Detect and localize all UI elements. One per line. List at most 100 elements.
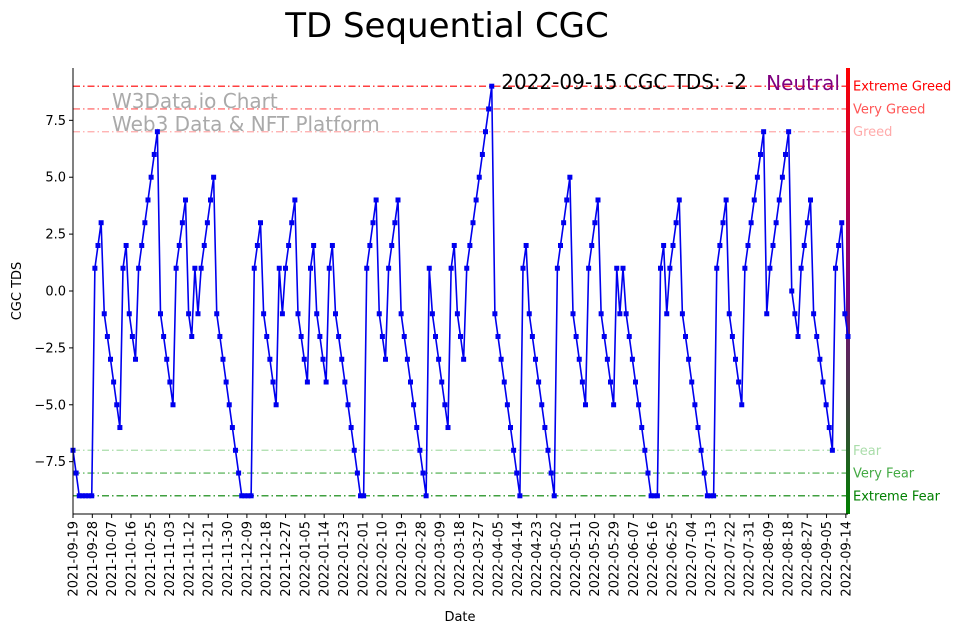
x-ticks: 2021-09-19 2021-09-28 2021-10-07 2021-10-16… [67,514,854,597]
x-tick-label: 2022-07-31 [743,521,758,597]
data-point [489,83,495,89]
x-tick-label: 2021-11-12 [182,521,197,597]
data-point [808,197,813,203]
data-point [201,242,207,248]
data-point [804,220,810,226]
x-tick-label: 2022-03-18 [453,521,468,597]
x-tick-label: 2021-11-21 [202,521,217,597]
data-point [176,242,182,248]
x-tick-label: 2022-09-05 [820,521,835,597]
data-point [623,311,629,317]
data-point [708,493,713,499]
data-point [389,242,395,248]
data-point [792,311,798,317]
data-point [567,174,573,180]
data-point [467,242,473,248]
data-point [761,129,767,135]
data-point [120,265,126,271]
data-point [736,379,742,385]
data-point [717,242,723,248]
data-point [114,402,120,408]
data-point [148,174,154,180]
y-tick-label: 2.5 [45,228,66,243]
data-point [208,197,213,203]
data-point [676,197,682,203]
data-point [401,334,407,340]
data-point [576,356,582,362]
data-point [117,425,123,431]
data-point [451,242,457,248]
x-tick-label: 2022-07-13 [704,521,719,597]
level-label-1: Very Greed [853,102,925,117]
data-point [189,334,195,340]
data-point [754,174,760,180]
x-tick-label: 2022-08-18 [781,521,796,597]
data-point [742,265,748,271]
x-tick-label: 2022-02-01 [356,521,371,597]
data-point [267,356,273,362]
data-point [136,265,142,271]
data-point [317,334,323,340]
data-point [426,265,432,271]
data-point [283,265,288,271]
x-tick-label: 2022-06-07 [627,521,642,597]
data-point [786,129,792,135]
data-point [386,265,392,271]
x-tick-label: 2022-07-22 [723,521,738,597]
data-point [608,379,613,385]
data-point [604,356,610,362]
data-point [92,265,98,271]
x-tick-label: 2022-01-14 [318,521,333,597]
data-point [558,242,563,248]
y-tick-label: 5.0 [45,171,66,186]
data-point [820,379,826,385]
data-point [545,447,551,453]
data-point [601,334,607,340]
x-tick-label: 2022-01-05 [298,521,313,597]
data-point [133,356,138,362]
data-point [89,493,95,499]
data-point [304,379,310,385]
data-point [129,334,135,340]
data-point [214,311,220,317]
x-tick-label: 2022-05-20 [588,521,603,597]
data-point [476,174,482,180]
data-point [814,334,820,340]
data-point [351,447,357,453]
data-point [464,265,470,271]
data-point [348,425,354,431]
sentiment-gradient-bar [846,68,850,514]
data-point [495,334,501,340]
data-point [95,242,101,248]
data-point [308,265,313,271]
annotation-status: Neutral [766,71,840,95]
x-tick-label: 2022-08-09 [762,521,777,597]
data-point [479,151,485,157]
x-tick-label: 2021-12-18 [260,521,275,597]
data-point [417,447,423,453]
data-point [486,106,492,112]
annotation: 2022-09-15 CGC TDS: -2 Neutral [501,70,840,95]
data-point [383,356,388,362]
data-point [73,470,79,476]
x-tick-label: 2022-01-23 [337,521,352,597]
data-point [498,356,504,362]
data-point [595,197,601,203]
data-point [733,356,738,362]
data-point [217,334,223,340]
data-point [711,493,717,499]
data-point [533,356,538,362]
data-point [517,493,523,499]
data-point [367,242,373,248]
data-point [629,356,635,362]
data-point [611,402,617,408]
data-point [292,197,298,203]
data-point [195,311,201,317]
data-point [408,379,413,385]
data-point [279,311,285,317]
data-point [354,470,360,476]
data-point [414,425,420,431]
x-tick-label: 2022-08-27 [801,521,816,597]
data-point [529,334,535,340]
data-point [692,402,698,408]
